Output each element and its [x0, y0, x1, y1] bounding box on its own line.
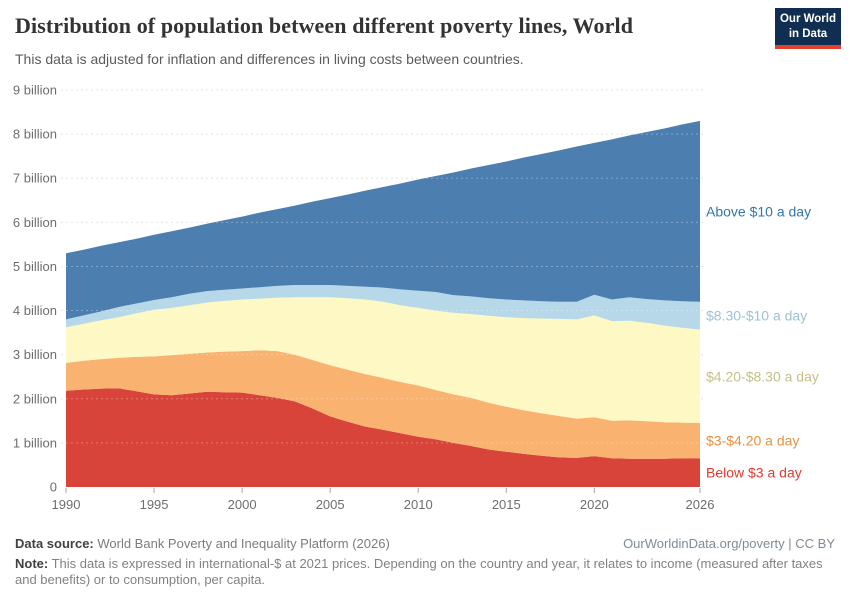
owid-logo[interactable]: Our World in Data: [775, 8, 841, 49]
y-axis-label: 0: [50, 480, 57, 495]
area-8-30-10-a-day[interactable]: [66, 285, 700, 330]
y-axis-label: 9 billion: [13, 83, 57, 98]
note-line: Note: This data is expressed in internat…: [15, 556, 835, 587]
owid-logo-line2: in Data: [788, 27, 828, 40]
y-axis-label: 8 billion: [13, 127, 57, 142]
x-axis-label: 1990: [52, 497, 81, 512]
area-3-4-20-a-day[interactable]: [66, 350, 700, 459]
x-axis-label: 2015: [492, 497, 521, 512]
series-label-below-3-a-day[interactable]: Below $3 a day: [706, 465, 802, 481]
stacked-area-chart[interactable]: 0 1 billion 2 billion 3 billion 4 billion 5 b…: [0, 0, 850, 530]
y-axis-label: 4 billion: [13, 303, 57, 318]
y-axis-label: 6 billion: [13, 215, 57, 230]
x-axis-label: 2026: [686, 497, 715, 512]
series-label-8-30-10-a-day[interactable]: $8.30-$10 a day: [706, 308, 807, 324]
data-source-line: Data source: World Bank Poverty and Ineq…: [15, 536, 390, 551]
series-label-3-4-20-a-day[interactable]: $3-$4.20 a day: [706, 433, 799, 449]
note-label: Note:: [15, 556, 49, 571]
area-below-3-a-day[interactable]: [66, 388, 700, 487]
x-axis-label: 2020: [580, 497, 609, 512]
y-axis-label: 1 billion: [13, 435, 57, 450]
data-source-label: Data source:: [15, 536, 94, 551]
data-source-text: World Bank Poverty and Inequality Platfo…: [93, 536, 390, 551]
page-subtitle: This data is adjusted for inflation and …: [15, 51, 524, 67]
y-axis-label: 3 billion: [13, 347, 57, 362]
y-axis-label: 7 billion: [13, 171, 57, 186]
note-text: This data is expressed in international-…: [15, 556, 823, 587]
x-axis-label: 2000: [228, 497, 257, 512]
x-axis-label: 2010: [404, 497, 433, 512]
series-label-above-10-a-day[interactable]: Above $10 a day: [706, 203, 811, 219]
owid-link[interactable]: OurWorldinData.org/poverty | CC BY: [623, 536, 835, 551]
owid-logo-line1: Our World: [779, 13, 836, 26]
y-axis-label: 2 billion: [13, 391, 57, 406]
page-title: Distribution of population between diffe…: [15, 13, 634, 38]
area-above-10-a-day[interactable]: [66, 120, 700, 320]
x-axis-label: 1995: [140, 497, 169, 512]
y-axis-label: 5 billion: [13, 259, 57, 274]
x-axis-label: 2005: [316, 497, 345, 512]
area-4-20-8-30-a-day[interactable]: [66, 297, 700, 423]
series-label-4-20-8-30-a-day[interactable]: $4.20-$8.30 a day: [706, 368, 819, 384]
